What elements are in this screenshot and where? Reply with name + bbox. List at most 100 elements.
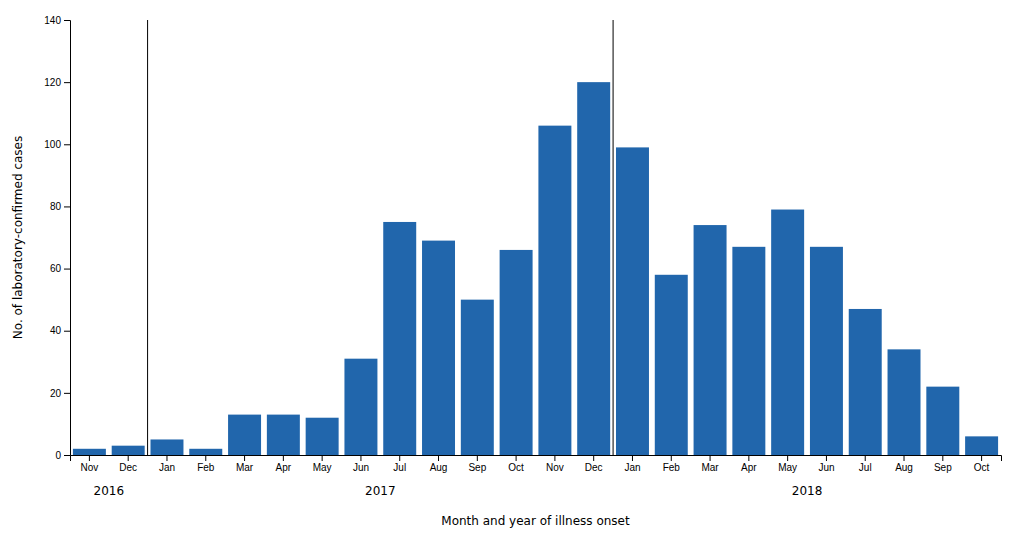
x-tick: Feb	[197, 455, 215, 473]
x-tick: May	[313, 455, 332, 473]
y-tick: 40	[50, 325, 70, 336]
x-tick-mark	[205, 455, 206, 461]
x-tick-mark	[904, 455, 905, 461]
year-labels: 201620172018	[94, 484, 823, 498]
x-tick-label: Feb	[197, 462, 215, 473]
x-tick-label: Nov	[546, 462, 564, 473]
y-tick-label: 60	[50, 263, 62, 274]
x-tick-label: Jun	[818, 462, 834, 473]
x-tick-label: Sep	[934, 462, 952, 473]
y-axis-line	[64, 21, 71, 456]
bar	[73, 449, 106, 455]
y-tick-label: 120	[44, 77, 61, 88]
x-tick-label: Jul	[393, 462, 406, 473]
x-tick-label: Oct	[508, 462, 524, 473]
y-tick: 80	[50, 201, 70, 212]
x-tick-label: Feb	[663, 462, 681, 473]
y-tick-label: 40	[50, 325, 62, 336]
chart: 020406080100120140NovDecJanFebMarAprMayJ…	[0, 0, 1021, 540]
x-tick-mark	[322, 455, 323, 461]
x-tick-mark	[283, 455, 284, 461]
x-tick: Aug	[430, 455, 448, 473]
x-tick: Jul	[859, 455, 872, 473]
year-label: 2016	[94, 484, 125, 498]
y-axis: 020406080100120140	[44, 15, 70, 461]
x-tick-label: Jul	[859, 462, 872, 473]
x-tick-mark	[748, 455, 749, 461]
x-axis-title: Month and year of illness onset	[441, 514, 630, 528]
x-tick-mark	[89, 455, 90, 461]
x-tick-mark	[554, 455, 555, 461]
y-tick-mark	[64, 455, 70, 456]
y-tick: 100	[44, 139, 70, 150]
x-tick: Dec	[585, 455, 603, 473]
x-tick: Jun	[818, 455, 834, 473]
x-tick: Aug	[895, 455, 913, 473]
bar	[771, 210, 804, 455]
y-tick-label: 100	[44, 139, 61, 150]
x-tick-mark	[516, 455, 517, 461]
x-tick-label: Sep	[468, 462, 486, 473]
x-tick-label: Jun	[353, 462, 369, 473]
x-tick-mark	[710, 455, 711, 461]
x-tick-label: Jan	[159, 462, 175, 473]
x-axis: Nov Dec Jan Feb Mar Apr May Jun Jul Aug Sep Oct Nov D…	[71, 455, 1002, 473]
x-tick: Mar	[701, 455, 719, 473]
x-tick-label: May	[313, 462, 332, 473]
x-tick: Mar	[236, 455, 254, 473]
x-tick: Apr	[741, 455, 757, 473]
year-divider	[613, 20, 614, 455]
x-tick: Jun	[353, 455, 369, 473]
x-tick: Oct	[508, 455, 524, 473]
bar	[383, 222, 416, 455]
bar	[189, 449, 222, 455]
x-tick-label: Oct	[974, 462, 990, 473]
x-tick-label: Mar	[236, 462, 254, 473]
year-label: 2018	[792, 484, 823, 498]
plot-area: 020406080100120140NovDecJanFebMarAprMayJ…	[11, 15, 1002, 528]
x-tick-label: Dec	[119, 462, 137, 473]
y-tick: 20	[50, 388, 70, 399]
x-tick-label: Nov	[80, 462, 98, 473]
bar	[888, 349, 921, 455]
x-tick-mark	[981, 455, 982, 461]
x-tick: Oct	[974, 455, 990, 473]
x-tick: Nov	[80, 455, 98, 473]
x-tick-label: May	[778, 462, 797, 473]
x-tick-mark	[787, 455, 788, 461]
x-tick: Jan	[159, 455, 175, 473]
y-tick-mark	[64, 82, 70, 83]
x-tick: Sep	[934, 455, 952, 473]
x-tick-label: Apr	[276, 462, 292, 473]
bar	[306, 418, 339, 455]
x-tick-mark	[438, 455, 439, 461]
x-tick-label: Aug	[430, 462, 448, 473]
bar	[810, 247, 843, 455]
bar	[616, 147, 649, 455]
x-tick-mark	[942, 455, 943, 461]
x-tick-mark	[399, 455, 400, 461]
x-tick-mark	[477, 455, 478, 461]
bars	[73, 20, 998, 455]
bar	[926, 387, 959, 455]
y-tick-mark	[64, 269, 70, 270]
x-tick-mark	[826, 455, 827, 461]
x-tick-mark	[632, 455, 633, 461]
y-tick-mark	[64, 331, 70, 332]
x-tick-mark	[360, 455, 361, 461]
y-tick-mark	[64, 206, 70, 207]
x-tick: Apr	[276, 455, 292, 473]
bar	[538, 126, 571, 455]
y-tick: 120	[44, 77, 70, 88]
bar	[577, 82, 610, 455]
x-axis-line	[71, 456, 1002, 462]
x-tick-mark	[128, 455, 129, 461]
x-tick-label: Jan	[624, 462, 640, 473]
bar	[422, 241, 455, 455]
x-tick: Nov	[546, 455, 564, 473]
x-tick-label: Mar	[701, 462, 719, 473]
bar	[500, 250, 533, 455]
x-tick-label: Apr	[741, 462, 757, 473]
x-tick: Dec	[119, 455, 137, 473]
bar	[267, 415, 300, 455]
